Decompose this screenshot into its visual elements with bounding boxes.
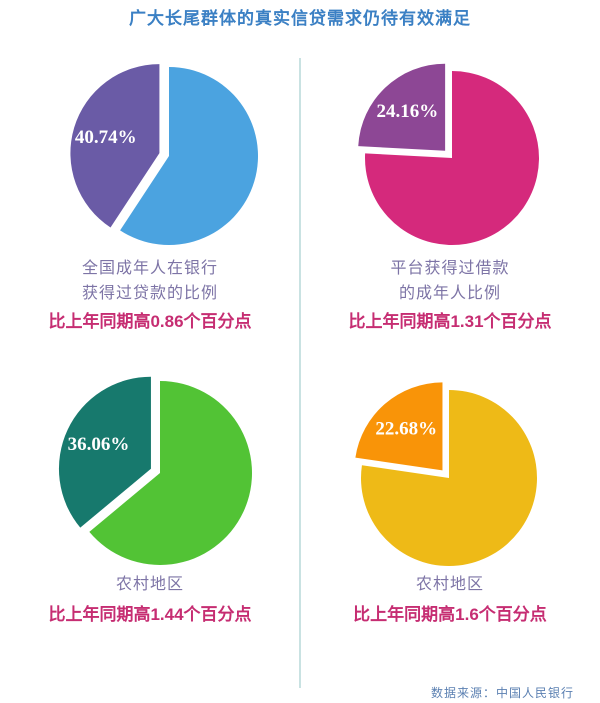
pie-chart-4: 22.68% — [355, 382, 537, 566]
pie-slice-highlight — [70, 64, 160, 228]
page-title: 广大长尾群体的真实信贷需求仍待有效满足 — [129, 9, 471, 28]
data-source-note: 数据来源：中国人民银行 — [430, 686, 574, 700]
pie-slice-rest — [365, 71, 539, 246]
pie-percent-label: 24.16% — [377, 101, 439, 122]
pie-percent-label: 22.68% — [375, 418, 437, 439]
pie2-delta-note: 比上年同期高1.31个百分点 — [348, 312, 552, 331]
pie3-caption: 农村地区 — [0, 572, 300, 597]
pie-slice-highlight — [355, 382, 443, 471]
pie-percent-label: 36.06% — [68, 434, 130, 455]
pie2-caption: 平台获得过借款 的成年人比例 — [300, 256, 600, 306]
pie4-caption-line1: 农村地区 — [415, 576, 484, 593]
pie-chart-1: 40.74% — [70, 64, 258, 245]
pie4-caption: 农村地区 — [300, 572, 600, 597]
pie-slice-rest — [89, 381, 252, 565]
pie-chart-2: 24.16% — [358, 63, 539, 246]
pie2-caption-line1: 平台获得过借款 — [390, 260, 510, 277]
pie-chart-3: 36.06% — [58, 376, 252, 565]
pie1-delta-note: 比上年同期高0.86个百分点 — [48, 312, 252, 331]
pie2-caption-line2: 的成年人比例 — [398, 285, 501, 302]
pie-slice-highlight — [58, 376, 151, 528]
pie1-caption-line1: 全国成年人在银行 — [81, 260, 218, 277]
pie-slice-highlight — [358, 63, 446, 151]
pie3-delta-note: 比上年同期高1.44个百分点 — [48, 605, 252, 624]
pie1-caption-line2: 获得过贷款的比例 — [81, 285, 218, 302]
pie3-caption-line1: 农村地区 — [115, 576, 184, 593]
pie-slice-rest — [120, 67, 258, 245]
vertical-divider — [299, 58, 301, 688]
pie-slice-rest — [361, 390, 537, 566]
pie4-delta-note: 比上年同期高1.6个百分点 — [353, 605, 547, 624]
pie1-caption: 全国成年人在银行 获得过贷款的比例 — [0, 256, 300, 306]
pie-percent-label: 40.74% — [75, 127, 137, 148]
